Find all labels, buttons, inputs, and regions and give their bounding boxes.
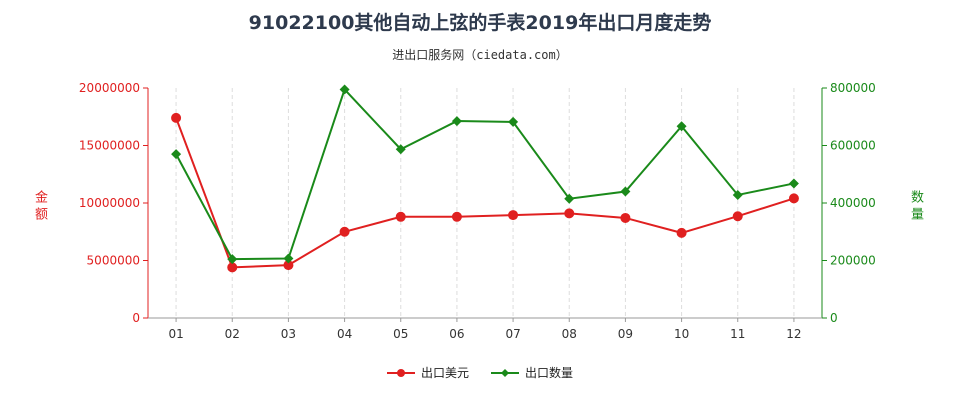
data-point-export-usd[interactable] (788, 193, 799, 204)
left-axis-tick-label: 15000000 (79, 139, 140, 153)
legend-label-export-usd: 出口美元 (420, 366, 469, 380)
right-axis-tick-label: 200000 (830, 254, 876, 268)
x-axis-tick-label: 10 (674, 327, 689, 341)
data-point-export-quantity[interactable] (788, 178, 799, 189)
series-line-export-usd (175, 117, 795, 269)
data-point-export-quantity[interactable] (564, 193, 575, 204)
right-axis-tick-label: 800000 (830, 81, 876, 95)
right-axis-tick-label: 600000 (830, 139, 876, 153)
legend-swatch-export-quantity (491, 368, 519, 377)
left-axis-tick-label: 0 (132, 311, 140, 325)
data-point-export-quantity[interactable] (620, 186, 631, 197)
data-point-export-quantity[interactable] (508, 116, 519, 127)
data-point-export-usd[interactable] (227, 262, 238, 273)
legend-label-export-quantity: 出口数量 (525, 366, 574, 380)
data-point-export-quantity[interactable] (171, 149, 182, 160)
data-point-export-usd[interactable] (620, 212, 631, 223)
x-axis-tick-label: 07 (505, 327, 520, 341)
left-axis-tick-label: 5000000 (87, 254, 140, 268)
legend-item-export-usd[interactable]: 出口美元 (386, 364, 469, 381)
data-point-export-usd[interactable] (339, 226, 350, 237)
x-axis-tick-label: 06 (449, 327, 464, 341)
legend-item-export-quantity[interactable]: 出口数量 (491, 364, 573, 381)
data-point-export-usd[interactable] (283, 260, 294, 271)
x-axis-tick-label: 04 (337, 327, 352, 341)
data-point-export-quantity[interactable] (732, 189, 743, 200)
data-point-export-quantity[interactable] (339, 84, 350, 95)
x-axis-tick-label: 12 (786, 327, 801, 341)
left-axis-tick-label: 10000000 (79, 196, 140, 210)
data-point-export-quantity[interactable] (451, 116, 462, 127)
x-axis-tick-label: 09 (618, 327, 633, 341)
legend-swatch-export-usd (386, 368, 415, 377)
right-axis-tick-label: 0 (830, 311, 838, 325)
x-axis-tick-label: 03 (281, 327, 296, 341)
data-point-export-usd[interactable] (732, 211, 743, 222)
right-axis-label: 数量 (908, 190, 923, 224)
chart-subtitle: 进出口服务网（ciedata.com） (392, 48, 568, 62)
chart-title: 91022100其他自动上弦的手表2019年出口月度走势 (248, 12, 712, 34)
data-point-export-usd[interactable] (676, 227, 687, 238)
data-point-export-quantity[interactable] (227, 254, 238, 265)
left-axis-tick-label: 20000000 (79, 81, 140, 95)
x-axis-tick-label: 02 (225, 327, 240, 341)
x-axis-tick-label: 01 (168, 327, 183, 341)
data-point-export-quantity[interactable] (283, 253, 294, 264)
data-point-export-usd[interactable] (564, 208, 575, 219)
data-point-export-usd[interactable] (171, 112, 182, 123)
legend: 出口美元 出口数量 (0, 364, 960, 381)
left-axis-label: 金额 (32, 190, 47, 224)
data-point-export-quantity[interactable] (395, 144, 406, 155)
x-axis-tick-label: 11 (730, 327, 745, 341)
x-axis-tick-label: 08 (562, 327, 577, 341)
x-axis-tick-label: 05 (393, 327, 408, 341)
data-point-export-usd[interactable] (451, 211, 462, 222)
right-axis-tick-label: 400000 (830, 196, 876, 210)
data-point-export-quantity[interactable] (676, 121, 687, 132)
data-point-export-usd[interactable] (508, 210, 519, 221)
series-line-export-quantity (175, 87, 795, 261)
data-point-export-usd[interactable] (395, 211, 406, 222)
